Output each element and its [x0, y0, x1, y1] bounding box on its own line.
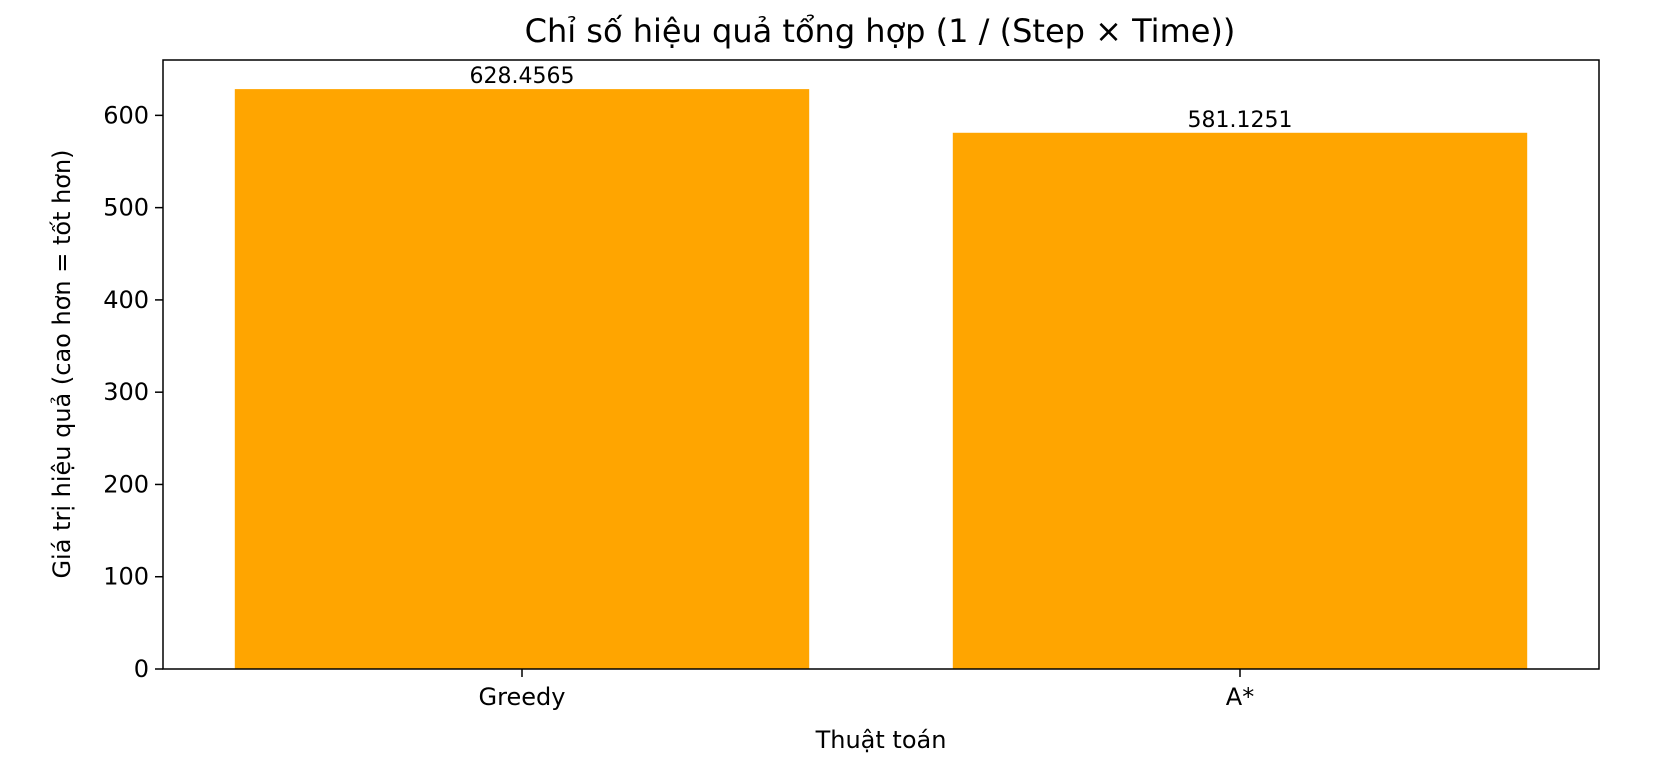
- x-tick-label: A*: [1226, 683, 1254, 711]
- y-axis-ticks: 0 100 200 300 400 500 600: [103, 101, 163, 683]
- bar-greedy: [234, 89, 810, 669]
- x-axis-ticks: Greedy A*: [479, 669, 1254, 711]
- x-axis-label: Thuật toán: [815, 726, 947, 754]
- chart-title: Chỉ số hiệu quả tổng hợp (1 / (Step × Ti…: [525, 12, 1236, 50]
- y-axis-label: Giá trị hiệu quả (cao hơn = tốt hơn): [48, 149, 76, 578]
- bars-layer: [234, 89, 1528, 669]
- y-tick-label: 600: [103, 101, 149, 129]
- x-tick-label: Greedy: [479, 683, 566, 711]
- plot-area: 628.4565 581.1251 0 100 200 300 400 500 600 Gre…: [103, 59, 1600, 711]
- bar-astar: [952, 132, 1528, 669]
- axes-frame: [162, 59, 1600, 670]
- data-labels-layer: 628.4565 581.1251: [470, 64, 1293, 133]
- y-tick-label: 0: [134, 655, 149, 683]
- data-label: 581.1251: [1188, 108, 1293, 133]
- y-tick-label: 300: [103, 378, 149, 406]
- y-tick-label: 100: [103, 563, 149, 591]
- y-tick-label: 500: [103, 194, 149, 222]
- y-tick-label: 400: [103, 286, 149, 314]
- y-tick-label: 200: [103, 470, 149, 498]
- data-label: 628.4565: [470, 64, 575, 89]
